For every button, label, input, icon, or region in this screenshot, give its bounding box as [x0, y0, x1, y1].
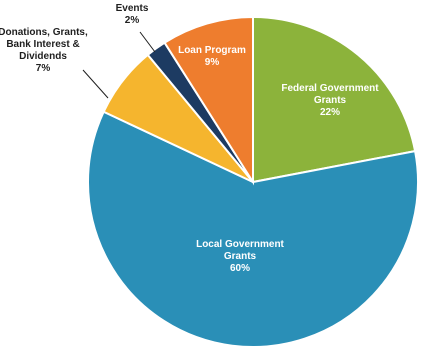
label-line: Bank Interest &: [6, 39, 79, 50]
label-line: Events: [116, 3, 149, 14]
label-line: Grants: [314, 95, 347, 106]
label-percent: 9%: [205, 57, 220, 68]
label-line: Local Government: [196, 239, 284, 250]
label-line: Federal Government: [281, 83, 379, 94]
label-federal-government-grants: Federal Government Grants 22%: [281, 83, 379, 118]
label-line: Donations, Grants,: [0, 27, 88, 38]
leader-line-donations-grants-bank-interest-dividends: [82, 69, 109, 99]
label-donations-grants-bank-interest-dividends: Donations, Grants, Bank Interest & Dividen…: [0, 27, 88, 74]
slice-labels: Federal Government Grants 22%Local Governm…: [0, 3, 379, 274]
pie-slices: [87, 15, 419, 348]
label-percent: 7%: [36, 63, 51, 74]
label-loan-program: Loan Program 9%: [178, 45, 246, 68]
label-percent: 60%: [230, 263, 250, 274]
label-line: Dividends: [19, 51, 67, 62]
label-line: Grants: [224, 251, 257, 262]
label-percent: 22%: [320, 107, 340, 118]
slice-federal-government-grants: [252, 15, 417, 184]
slice-local-government-grants: [87, 110, 419, 348]
leader-line-events: [139, 31, 156, 53]
label-events: Events 2%: [116, 3, 149, 26]
slice-loan-program: [163, 15, 254, 186]
label-line: Loan Program: [178, 45, 246, 56]
leader-lines: [82, 31, 156, 99]
label-percent: 2%: [125, 15, 140, 26]
label-local-government-grants: Local Government Grants 60%: [196, 239, 284, 274]
